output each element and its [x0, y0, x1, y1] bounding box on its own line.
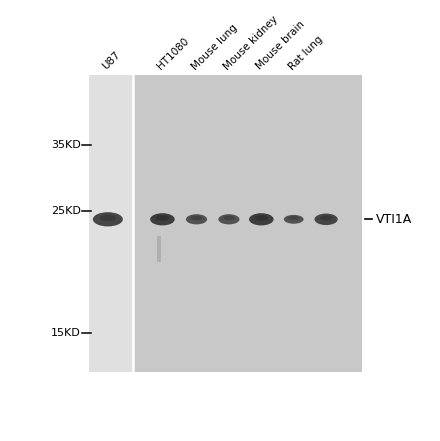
Text: HT1080: HT1080 — [155, 36, 191, 71]
Ellipse shape — [99, 215, 116, 221]
Text: U87: U87 — [101, 50, 122, 71]
Text: Mouse brain: Mouse brain — [254, 19, 307, 71]
Ellipse shape — [150, 213, 175, 225]
Text: Mouse lung: Mouse lung — [190, 22, 239, 71]
Text: 25KD: 25KD — [51, 206, 81, 216]
FancyBboxPatch shape — [158, 236, 161, 262]
Ellipse shape — [284, 215, 304, 224]
Ellipse shape — [288, 216, 299, 220]
Text: Rat lung: Rat lung — [286, 34, 324, 71]
Ellipse shape — [315, 213, 337, 225]
FancyBboxPatch shape — [89, 75, 133, 372]
Ellipse shape — [218, 214, 239, 224]
Ellipse shape — [156, 215, 169, 220]
Ellipse shape — [93, 212, 123, 226]
Ellipse shape — [223, 216, 235, 220]
Text: 35KD: 35KD — [51, 140, 81, 149]
FancyBboxPatch shape — [89, 75, 362, 372]
Ellipse shape — [249, 213, 274, 225]
Ellipse shape — [320, 215, 333, 220]
Text: 15KD: 15KD — [51, 328, 81, 338]
Ellipse shape — [255, 215, 268, 220]
Text: Mouse kidney: Mouse kidney — [222, 14, 280, 71]
Ellipse shape — [191, 216, 202, 220]
Ellipse shape — [186, 214, 207, 224]
Text: VTI1A: VTI1A — [376, 213, 412, 226]
